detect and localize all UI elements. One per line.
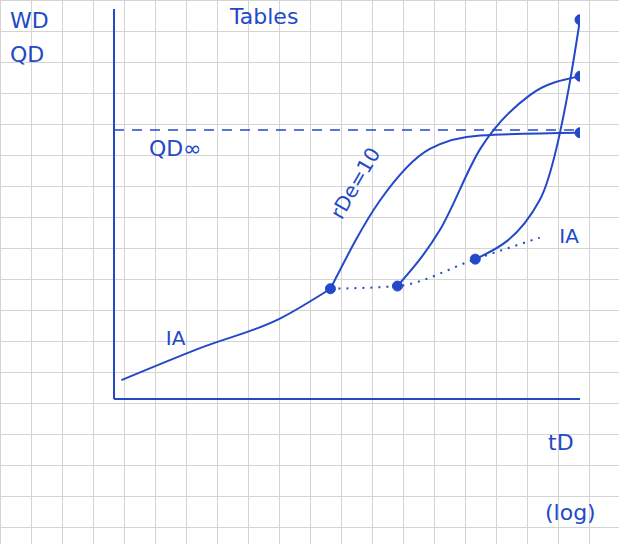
html-text:QD: QD: [10, 42, 45, 67]
svg-text:rDe=10: rDe=10: [325, 143, 385, 223]
svg-text:IA: IA: [559, 224, 579, 248]
html-text:tD: tD: [548, 430, 574, 455]
html-text:Tables: Tables: [230, 4, 299, 29]
html-text:(log): (log): [545, 500, 596, 525]
svg-text:QD∞: QD∞: [149, 136, 202, 161]
html-text:WD: WD: [10, 8, 49, 33]
svg-text:IA: IA: [166, 326, 186, 350]
